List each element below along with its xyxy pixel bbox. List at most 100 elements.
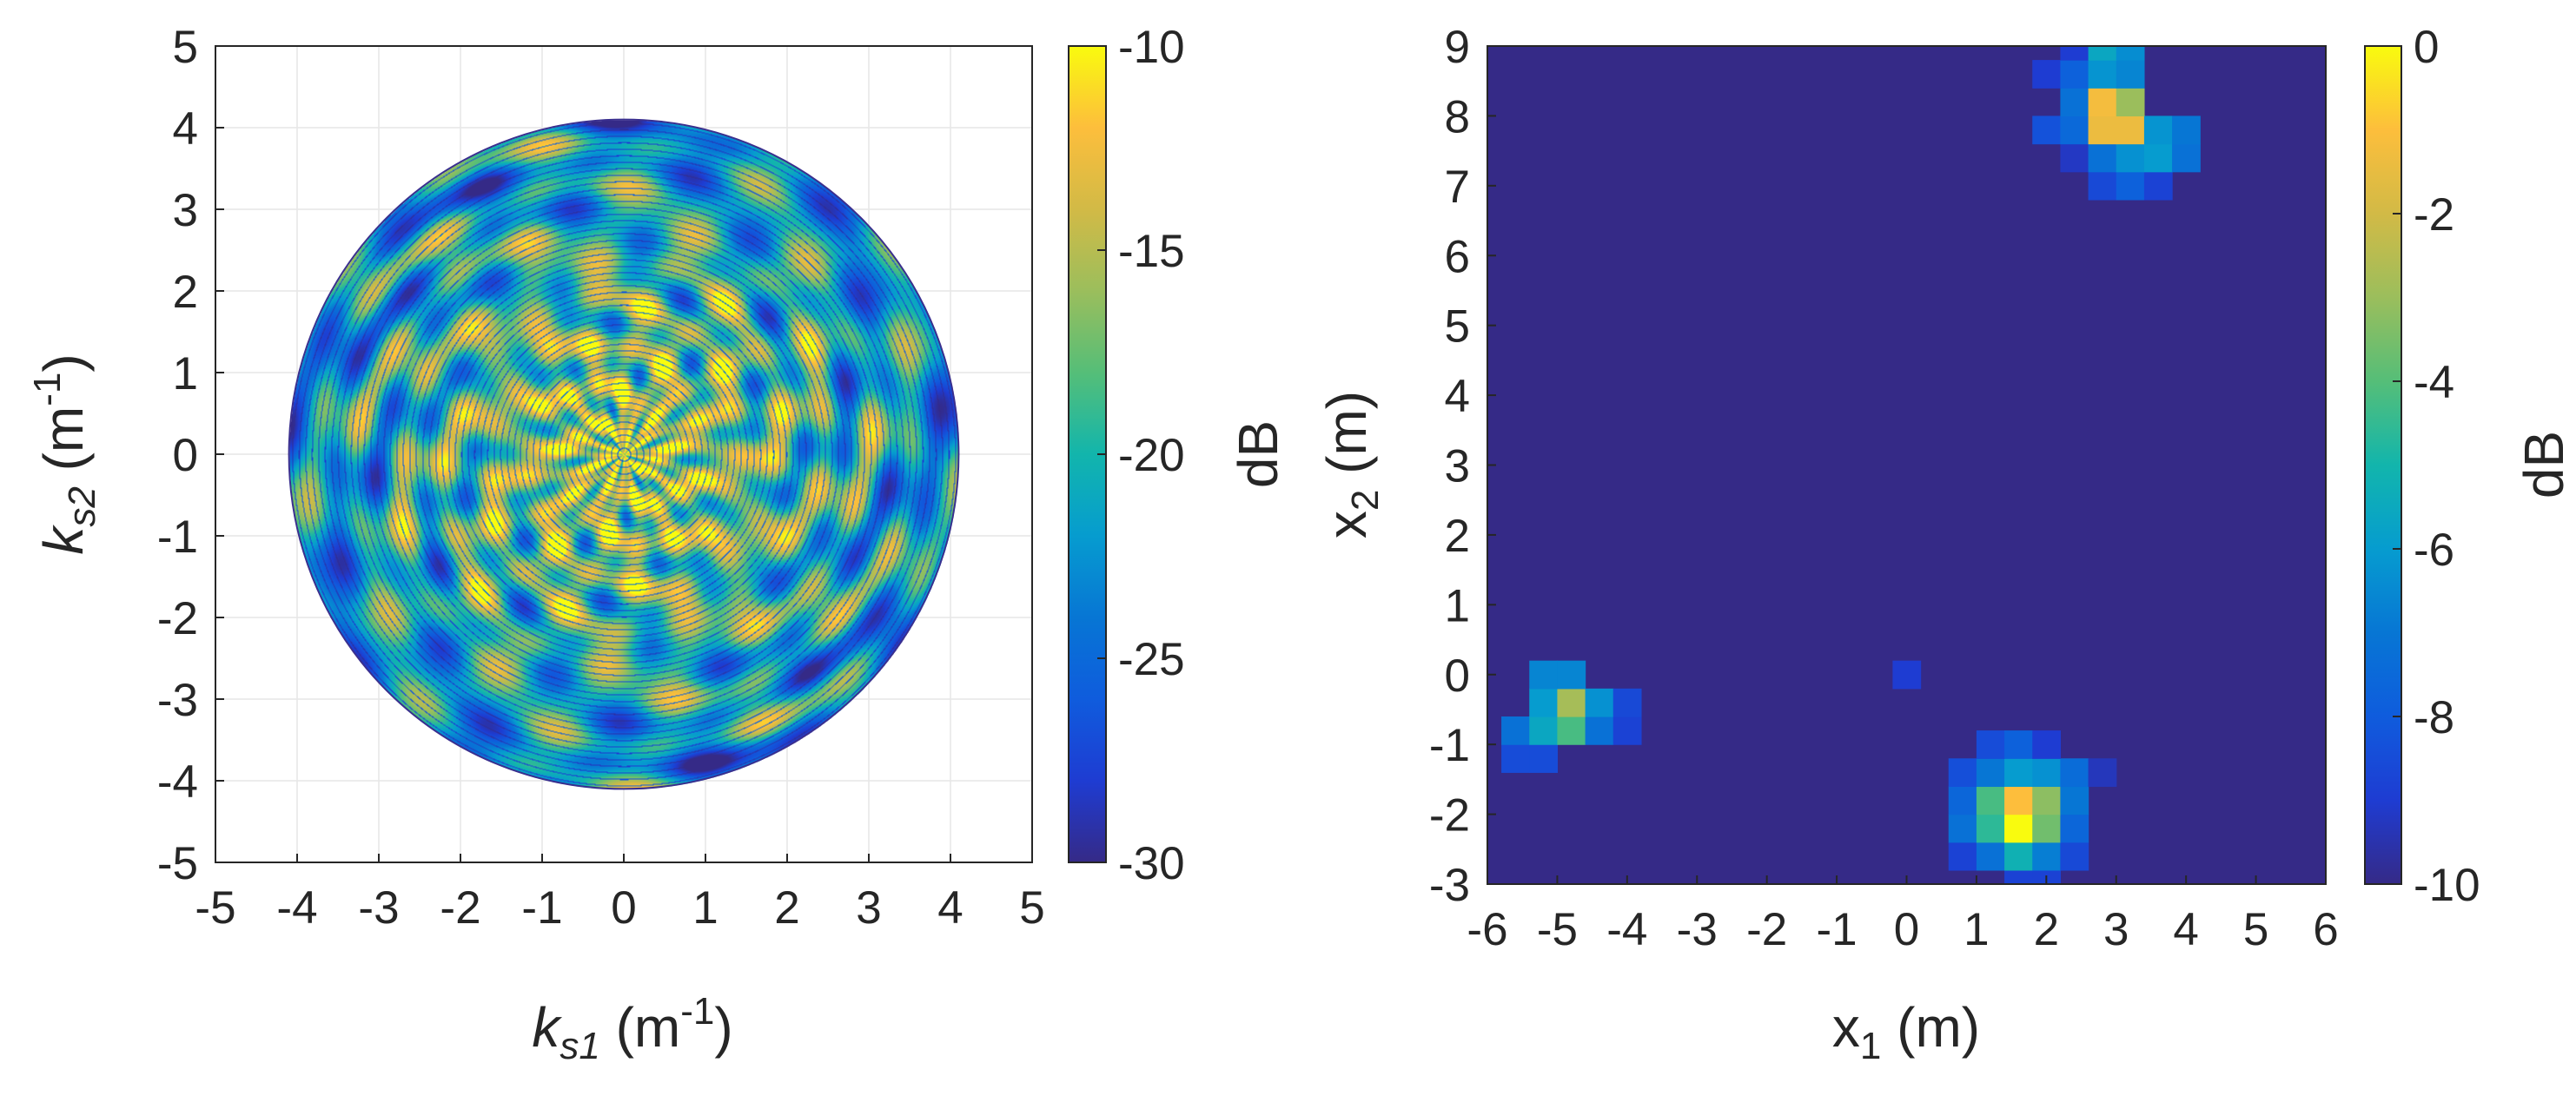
kspace-ytick-label: 2 bbox=[173, 267, 198, 318]
kspace-ticks: -5 -4 -3 -2 -1 0 1 2 3 4 5 5 4 3 2 1 0 -1 -2 -3 -4 -5 bbox=[157, 22, 1045, 934]
spatial-cell bbox=[2088, 171, 2117, 201]
spatial-cell bbox=[1976, 786, 2005, 815]
spatial-colorbar: 0 -2 -4 -6 -8 -10 dB bbox=[2364, 22, 2575, 911]
spatial-cell bbox=[2060, 116, 2089, 145]
kspace-ytick-label: -3 bbox=[157, 675, 198, 726]
spatial-ytick-label: 9 bbox=[1445, 22, 1470, 73]
spatial-xtick-label: 3 bbox=[2103, 904, 2129, 955]
kspace-xtick-label: 3 bbox=[856, 882, 881, 934]
spatial-xtick-label: 6 bbox=[2313, 904, 2338, 955]
spatial-cell bbox=[2060, 814, 2089, 843]
spatial-cell bbox=[2060, 842, 2089, 871]
spatial-colorbar-tick-label: -2 bbox=[2414, 189, 2454, 241]
spatial-cell bbox=[1612, 716, 1642, 745]
spatial-cell bbox=[1501, 716, 1530, 745]
spatial-cell bbox=[2060, 88, 2089, 117]
spatial-ytick-label: -3 bbox=[1429, 860, 1470, 911]
spatial-cell bbox=[1557, 688, 1586, 717]
spatial-ytick-label: 3 bbox=[1445, 441, 1470, 492]
spatial-cell bbox=[2060, 758, 2089, 788]
spatial-cell bbox=[1612, 688, 1642, 717]
kspace-xtick-label: -3 bbox=[358, 882, 399, 934]
spatial-xtick-label: 2 bbox=[2034, 904, 2059, 955]
spatial-colorbar-frame bbox=[2364, 45, 2402, 885]
spatial-xtick-label: -1 bbox=[1817, 904, 1858, 955]
kspace-xtick-label: 0 bbox=[611, 882, 636, 934]
spatial-cell bbox=[2116, 116, 2145, 145]
kspace-disc-image bbox=[288, 118, 960, 790]
spatial-cell bbox=[1501, 744, 1530, 773]
spatial-cell bbox=[2088, 116, 2117, 145]
spatial-ytick-label: -2 bbox=[1429, 790, 1470, 842]
kspace-ytick-label: 3 bbox=[173, 185, 198, 236]
spatial-cell bbox=[2004, 758, 2033, 788]
spatial-xtick-label: 0 bbox=[1894, 904, 1919, 955]
spatial-cell bbox=[2004, 869, 2033, 884]
spatial-colorbar-tick-label: -8 bbox=[2414, 692, 2454, 743]
spatial-colorbar-tick-label: -4 bbox=[2414, 357, 2454, 408]
kspace-ytick-label: -4 bbox=[157, 756, 198, 808]
spatial-cell bbox=[2088, 143, 2117, 173]
kspace-colorbar-tick-label: -15 bbox=[1118, 226, 1185, 277]
spatial-colorbar-tick-label: -6 bbox=[2414, 525, 2454, 576]
spatial-xtick-label: -2 bbox=[1746, 904, 1787, 955]
spatial-ytick-label: 7 bbox=[1445, 162, 1470, 213]
kspace-ytick-label: -2 bbox=[157, 593, 198, 644]
spatial-cell bbox=[1557, 660, 1586, 690]
spatial-cell bbox=[1976, 758, 2005, 788]
kspace-ytick-label: 4 bbox=[173, 103, 198, 155]
spatial-ytick-label: 8 bbox=[1445, 91, 1470, 142]
kspace-xtick-label: -5 bbox=[195, 882, 235, 934]
kspace-colorbar-tick-label: -10 bbox=[1118, 22, 1185, 73]
spatial-cell bbox=[2032, 814, 2062, 843]
spatial-ytick-label: 1 bbox=[1445, 580, 1470, 631]
spatial-cell bbox=[2004, 842, 2033, 871]
spatial-cell bbox=[2172, 116, 2201, 145]
spatial-cell bbox=[2088, 88, 2117, 117]
spatial-cell bbox=[1948, 842, 1977, 871]
spatial-xtick-label: 4 bbox=[2173, 904, 2198, 955]
kspace-colorbar-label: dB bbox=[1227, 420, 1289, 488]
spatial-cell bbox=[2060, 143, 2089, 173]
spatial-cell bbox=[2088, 758, 2117, 788]
spatial-cell bbox=[1948, 814, 1977, 843]
kspace-xtick-label: 4 bbox=[937, 882, 963, 934]
kspace-colorbar: -10 -15 -20 -25 -30 dB bbox=[1068, 22, 1289, 889]
spatial-cell bbox=[1585, 716, 1614, 745]
kspace-ytick-label: 0 bbox=[173, 430, 198, 481]
spatial-xtick-label: -6 bbox=[1467, 904, 1507, 955]
spatial-cell bbox=[1529, 660, 1559, 690]
spatial-cell bbox=[1529, 688, 1559, 717]
spatial-ytick-label: 0 bbox=[1445, 650, 1470, 702]
spatial-xlabel: x1 (m) bbox=[1832, 996, 1980, 1067]
spatial-cell bbox=[1892, 660, 1922, 690]
spatial-cell bbox=[2116, 171, 2145, 201]
kspace-colorbar-tick-label: -30 bbox=[1118, 838, 1185, 889]
kspace-ytick-label: 1 bbox=[173, 348, 198, 399]
spatial-cell bbox=[2060, 786, 2089, 815]
spatial-colorbar-tick-label: -10 bbox=[2414, 860, 2480, 911]
spatial-ytick-label: 6 bbox=[1445, 231, 1470, 282]
spatial-cell bbox=[2116, 46, 2145, 61]
kspace-xtick-label: -4 bbox=[276, 882, 317, 934]
spatial-colorbar-tick-label: 0 bbox=[2414, 22, 2439, 73]
kspace-xtick-label: -1 bbox=[521, 882, 562, 934]
spatial-cell bbox=[2088, 60, 2117, 89]
spatial-cell bbox=[2116, 60, 2145, 89]
kspace-xtick-label: 5 bbox=[1019, 882, 1044, 934]
spatial-ytick-label: 5 bbox=[1445, 301, 1470, 353]
spatial-cell bbox=[2032, 116, 2062, 145]
spatial-cell bbox=[2032, 60, 2062, 89]
spatial-xtick-label: 5 bbox=[2243, 904, 2268, 955]
spatial-cell bbox=[2143, 171, 2173, 201]
kspace-ytick-label: 5 bbox=[173, 22, 198, 73]
kspace-xtick-label: 1 bbox=[692, 882, 718, 934]
spatial-cell bbox=[1585, 688, 1614, 717]
kspace-disc bbox=[288, 118, 960, 790]
spatial-ytick-label: 4 bbox=[1445, 371, 1470, 422]
spatial-cell bbox=[2032, 842, 2062, 871]
spatial-cell bbox=[2116, 88, 2145, 117]
